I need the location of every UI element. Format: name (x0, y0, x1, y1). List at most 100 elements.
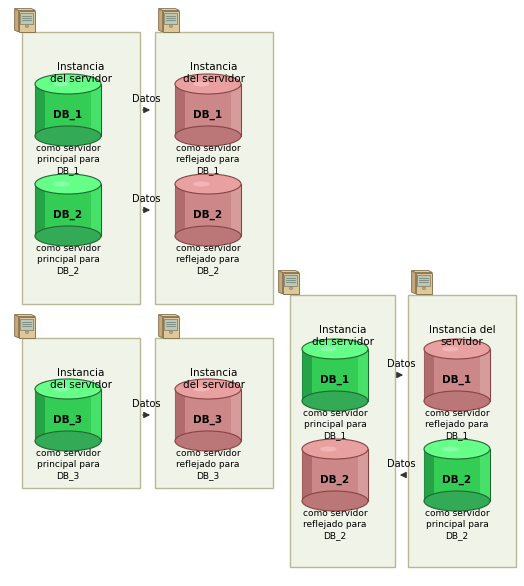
FancyBboxPatch shape (22, 338, 140, 488)
Text: Datos: Datos (387, 359, 416, 369)
Text: DB_2: DB_2 (321, 475, 350, 485)
Polygon shape (279, 271, 299, 272)
Ellipse shape (442, 346, 458, 352)
Ellipse shape (35, 431, 101, 451)
FancyBboxPatch shape (20, 13, 32, 23)
Ellipse shape (53, 387, 70, 391)
Polygon shape (358, 349, 368, 401)
Polygon shape (302, 449, 368, 501)
Ellipse shape (175, 126, 241, 146)
FancyBboxPatch shape (20, 319, 32, 330)
Ellipse shape (424, 339, 490, 359)
Text: como servidor
principal para
DB_2: como servidor principal para DB_2 (424, 509, 489, 540)
Text: como servidor
reflejado para
DB_1: como servidor reflejado para DB_1 (424, 409, 489, 440)
Polygon shape (282, 272, 299, 294)
Circle shape (170, 25, 172, 28)
Text: DB_1: DB_1 (442, 375, 472, 385)
FancyBboxPatch shape (155, 32, 273, 304)
Polygon shape (412, 271, 416, 294)
Polygon shape (91, 84, 101, 136)
Text: como servidor
reflejado para
DB_2: como servidor reflejado para DB_2 (176, 244, 241, 275)
Ellipse shape (53, 182, 70, 186)
Ellipse shape (302, 339, 368, 359)
Polygon shape (91, 184, 101, 236)
Polygon shape (480, 349, 490, 401)
Polygon shape (175, 184, 241, 236)
Polygon shape (424, 449, 434, 501)
Polygon shape (175, 389, 185, 441)
Text: DB_1: DB_1 (193, 110, 223, 120)
Circle shape (422, 287, 425, 289)
Polygon shape (159, 315, 162, 338)
Polygon shape (35, 84, 101, 136)
Ellipse shape (193, 81, 210, 87)
Polygon shape (416, 272, 432, 294)
Ellipse shape (442, 447, 458, 451)
FancyBboxPatch shape (417, 275, 430, 285)
Polygon shape (35, 184, 101, 236)
FancyBboxPatch shape (408, 295, 516, 567)
Polygon shape (358, 449, 368, 501)
Text: como servidor
principal para
DB_1: como servidor principal para DB_1 (36, 144, 100, 175)
Text: Datos: Datos (132, 94, 161, 104)
Text: Instancia del
servidor: Instancia del servidor (429, 325, 495, 346)
Polygon shape (231, 184, 241, 236)
Polygon shape (279, 271, 282, 294)
Polygon shape (175, 184, 185, 236)
Text: Datos: Datos (387, 459, 416, 469)
Polygon shape (480, 449, 490, 501)
Ellipse shape (175, 174, 241, 194)
Polygon shape (15, 315, 18, 338)
Circle shape (290, 287, 292, 289)
Polygon shape (159, 9, 179, 11)
Ellipse shape (175, 379, 241, 399)
Text: como servidor
principal para
DB_3: como servidor principal para DB_3 (36, 449, 100, 480)
Polygon shape (15, 9, 18, 32)
Polygon shape (231, 389, 241, 441)
Text: DB_2: DB_2 (53, 210, 83, 220)
Ellipse shape (193, 182, 210, 186)
Ellipse shape (320, 447, 336, 451)
Polygon shape (231, 84, 241, 136)
Circle shape (170, 331, 172, 333)
Ellipse shape (175, 431, 241, 451)
Polygon shape (302, 349, 312, 401)
Polygon shape (18, 316, 35, 338)
Polygon shape (159, 315, 179, 316)
Text: DB_2: DB_2 (193, 210, 223, 220)
Polygon shape (175, 389, 241, 441)
Ellipse shape (302, 439, 368, 459)
FancyBboxPatch shape (155, 338, 273, 488)
Text: DB_3: DB_3 (193, 415, 223, 425)
Ellipse shape (35, 174, 101, 194)
Circle shape (26, 331, 28, 333)
FancyBboxPatch shape (290, 295, 395, 567)
Polygon shape (302, 349, 368, 401)
Text: DB_2: DB_2 (442, 475, 472, 485)
Polygon shape (424, 349, 434, 401)
Text: DB_1: DB_1 (321, 375, 350, 385)
Ellipse shape (193, 387, 210, 391)
Polygon shape (91, 389, 101, 441)
Text: como servidor
principal para
DB_1: como servidor principal para DB_1 (303, 409, 367, 440)
Polygon shape (15, 315, 35, 316)
Polygon shape (35, 389, 101, 441)
Text: como servidor
reflejado para
DB_2: como servidor reflejado para DB_2 (303, 509, 367, 540)
Polygon shape (162, 316, 179, 338)
FancyBboxPatch shape (165, 319, 177, 330)
Text: Instancia
del servidor: Instancia del servidor (183, 62, 245, 84)
Text: Datos: Datos (132, 399, 161, 409)
Polygon shape (424, 449, 490, 501)
Text: como servidor
principal para
DB_2: como servidor principal para DB_2 (36, 244, 100, 275)
Text: Instancia
del servidor: Instancia del servidor (311, 325, 374, 346)
FancyBboxPatch shape (22, 32, 140, 304)
Polygon shape (175, 84, 185, 136)
Polygon shape (412, 271, 432, 272)
Ellipse shape (424, 491, 490, 511)
Ellipse shape (53, 81, 70, 87)
Text: Instancia
del servidor: Instancia del servidor (50, 368, 112, 390)
Ellipse shape (35, 74, 101, 94)
Text: DB_3: DB_3 (53, 415, 83, 425)
Polygon shape (35, 184, 45, 236)
Ellipse shape (35, 226, 101, 246)
